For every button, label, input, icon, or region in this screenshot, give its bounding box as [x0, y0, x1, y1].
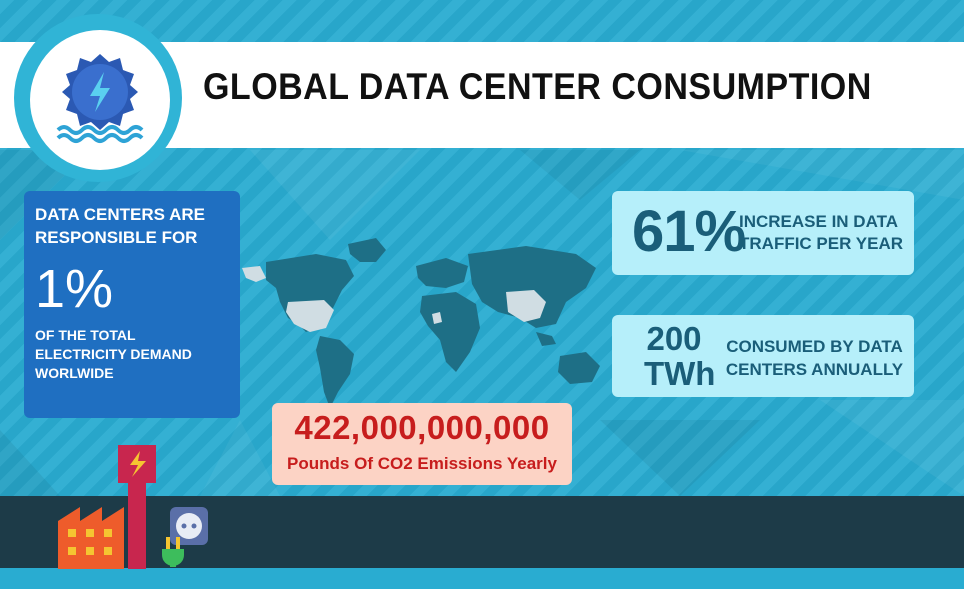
energy-consumed-label: CONSUMED BY DATA CENTERS ANNUALLY [725, 337, 904, 379]
emissions-label: Pounds Of CO2 Emissions Yearly [287, 454, 557, 473]
energy-consumed-value: 200 TWh [644, 320, 716, 392]
factory-icon [58, 445, 156, 569]
page-title: GLOBAL DATA CENTER CONSUMPTION [203, 66, 872, 107]
electricity-share-tail: OF THE TOTAL ELECTRICITY DEMAND WORLWIDE [35, 327, 192, 381]
footer-band [0, 496, 964, 568]
electricity-share-lead: DATA CENTERS ARE RESPONSIBLE FOR [35, 205, 205, 247]
electricity-share-card: DATA CENTERS ARE RESPONSIBLE FOR 1% OF T… [24, 191, 240, 418]
traffic-growth-value: 61% [632, 199, 746, 264]
footer-strip [0, 568, 964, 589]
emissions-card: 422,000,000,000 Pounds Of CO2 Emissions … [272, 403, 572, 485]
traffic-growth-card: 61% INCREASE IN DATA TRAFFIC PER YEAR [612, 191, 914, 275]
traffic-growth-label: INCREASE IN DATA TRAFFIC PER YEAR [739, 212, 904, 253]
electricity-share-value: 1% [35, 259, 114, 319]
hydro-power-icon [56, 54, 144, 143]
emissions-value: 422,000,000,000 [294, 409, 550, 446]
energy-consumed-card: 200 TWh CONSUMED BY DATA CENTERS ANNUALL… [612, 315, 914, 397]
plug-socket-icon [162, 507, 208, 567]
world-map [242, 238, 600, 408]
